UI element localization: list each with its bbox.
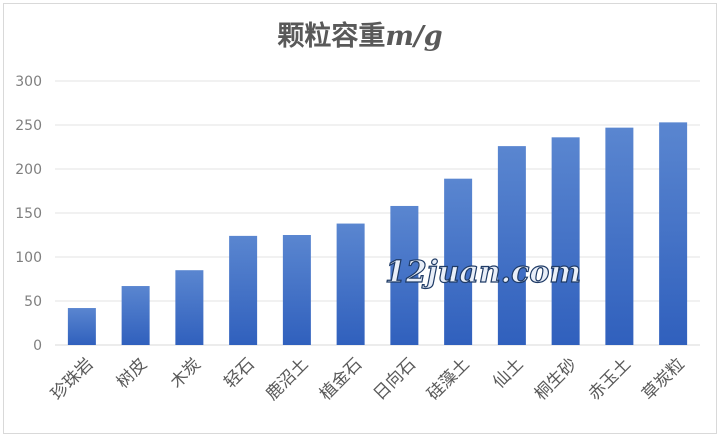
y-tick-label: 100 — [15, 250, 42, 266]
watermark: 12juan.com — [385, 255, 581, 290]
bar — [121, 286, 150, 345]
x-tick-label: 硅藻土 — [423, 354, 473, 404]
x-tick-label: 赤玉土 — [585, 354, 635, 404]
y-tick-label: 200 — [15, 162, 42, 178]
bar — [67, 308, 96, 345]
x-tick-label: 草炭粒 — [638, 354, 688, 404]
x-tick-label: 仙土 — [489, 354, 527, 392]
bar — [229, 235, 258, 345]
bar — [444, 178, 473, 345]
x-tick-label: 鹿沼土 — [262, 354, 312, 404]
bar — [282, 235, 311, 345]
bar — [605, 127, 634, 345]
x-tick-label: 珍珠岩 — [47, 354, 97, 404]
bar — [336, 223, 365, 345]
bar — [551, 137, 580, 345]
bar — [390, 205, 419, 345]
bar — [497, 146, 526, 345]
title-main: 颗粒容重 — [277, 21, 386, 52]
y-tick-label: 250 — [15, 118, 42, 134]
x-tick-label: 植金石 — [316, 354, 366, 404]
x-tick-label: 轻石 — [220, 354, 258, 392]
x-tick-label: 树皮 — [113, 354, 151, 392]
bar — [175, 270, 204, 345]
x-tick-label: 木炭 — [167, 354, 205, 392]
bar — [659, 122, 688, 345]
y-tick-label: 150 — [15, 206, 42, 222]
x-tick-label: 日向石 — [370, 354, 420, 404]
y-tick-label: 50 — [24, 294, 42, 310]
y-tick-label: 300 — [15, 74, 42, 90]
chart-frame — [3, 3, 717, 434]
chart-title: 颗粒容重m/g — [0, 14, 720, 53]
y-tick-label: 0 — [33, 338, 42, 354]
x-tick-label: 桐生砂 — [531, 354, 581, 404]
title-unit: m/g — [385, 21, 443, 52]
